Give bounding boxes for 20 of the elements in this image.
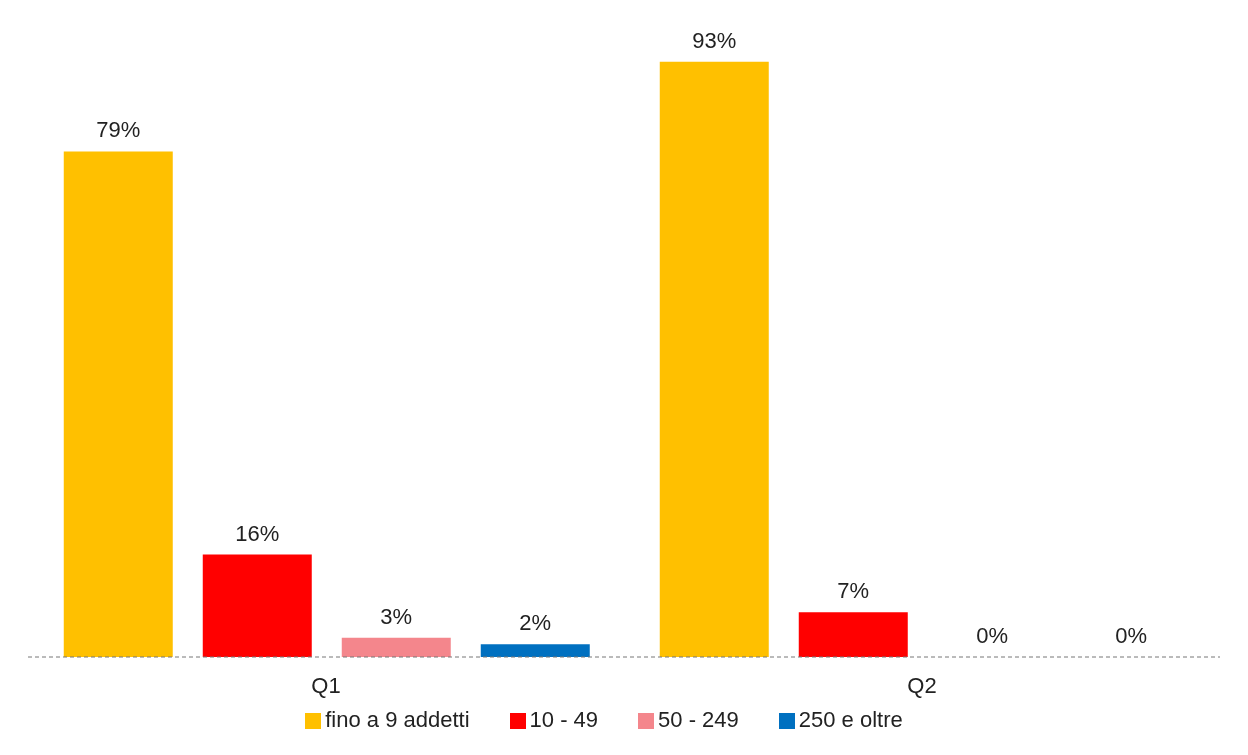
data-label: 0%: [976, 622, 1009, 648]
data-label: 93%: [692, 27, 737, 53]
data-label: 16%: [235, 520, 280, 546]
data-label: 0%: [1115, 622, 1148, 648]
data-label: 3%: [380, 603, 413, 629]
bar: [798, 612, 908, 657]
legend-label: fino a 9 addetti: [325, 707, 470, 732]
bar: [63, 151, 173, 657]
bar: [341, 637, 451, 657]
data-label: 79%: [96, 117, 141, 143]
x-tick-label: Q1: [311, 672, 341, 698]
legend-label: 10 - 49: [529, 707, 599, 732]
legend-label: 250 e oltre: [798, 707, 903, 732]
bar: [480, 644, 590, 657]
legend-label: 50 - 249: [658, 707, 739, 732]
data-label: 7%: [837, 578, 870, 604]
bar: [202, 554, 312, 657]
data-label: 2%: [519, 610, 552, 636]
x-tick-label: Q2: [907, 672, 937, 698]
bar: [659, 61, 769, 657]
